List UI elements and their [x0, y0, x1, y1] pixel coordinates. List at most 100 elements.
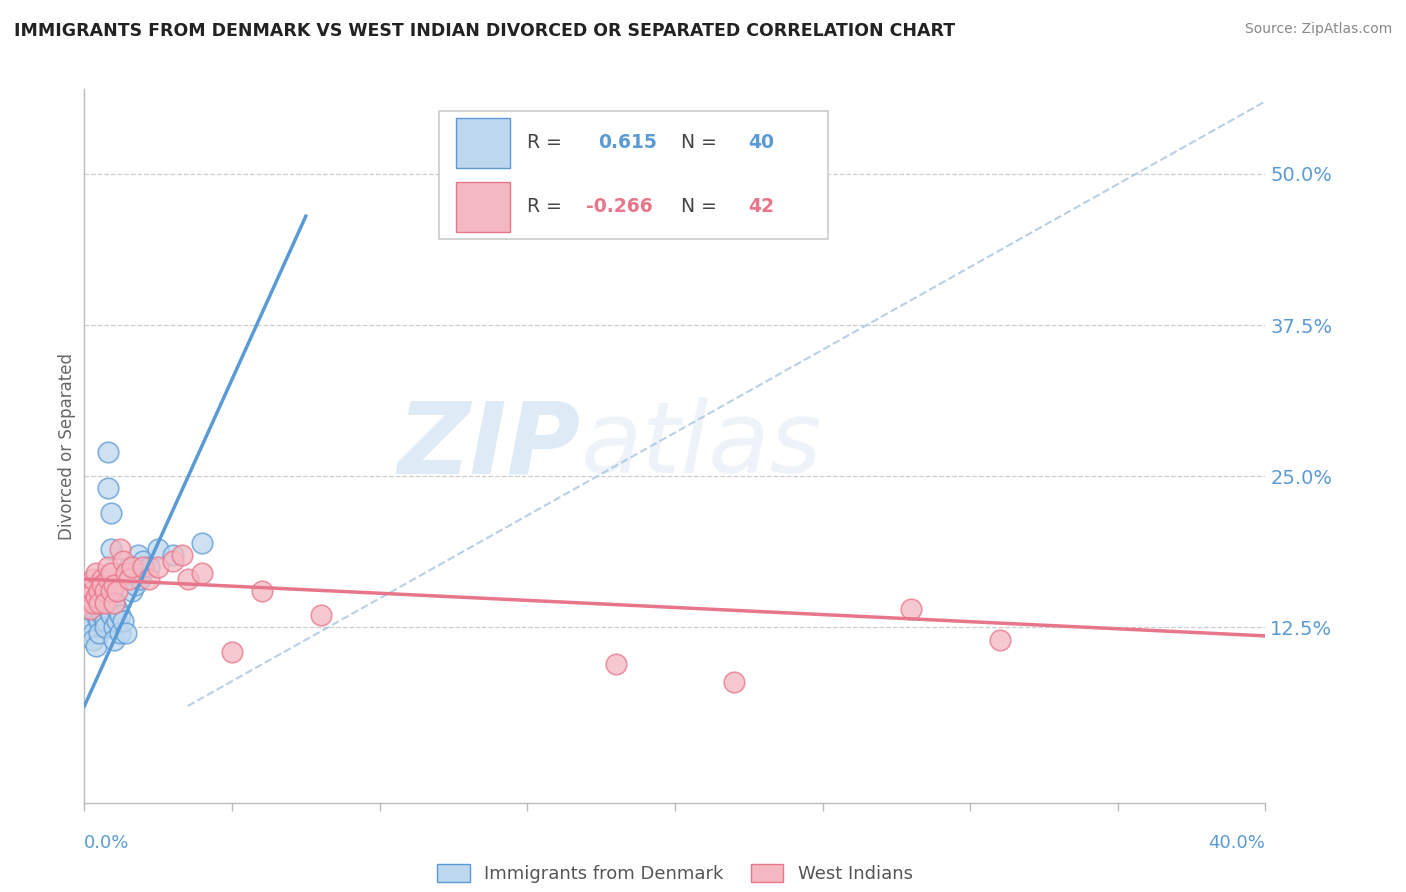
Point — [79, 590, 101, 604]
Point — [108, 608, 131, 623]
Point — [121, 584, 143, 599]
Point — [97, 445, 120, 459]
Point — [177, 572, 200, 586]
Point — [76, 584, 98, 599]
Point — [87, 584, 111, 599]
Point — [723, 674, 745, 689]
Text: 40: 40 — [748, 133, 775, 153]
Point — [103, 596, 125, 610]
Point — [84, 566, 107, 580]
Point — [108, 541, 131, 556]
Point — [87, 596, 111, 610]
Point — [114, 566, 136, 580]
Point — [76, 596, 98, 610]
Point — [132, 560, 155, 574]
Point — [82, 596, 104, 610]
Point — [191, 535, 214, 549]
Point — [114, 626, 136, 640]
Point — [138, 560, 160, 574]
Point — [121, 560, 143, 574]
Text: Source: ZipAtlas.com: Source: ZipAtlas.com — [1244, 22, 1392, 37]
Text: N =: N = — [681, 197, 723, 217]
Point — [79, 602, 101, 616]
Text: 40.0%: 40.0% — [1209, 834, 1265, 852]
Point — [97, 481, 120, 495]
Y-axis label: Divorced or Separated: Divorced or Separated — [58, 352, 76, 540]
Point — [108, 626, 131, 640]
Point — [162, 548, 184, 562]
Point — [103, 620, 125, 634]
Text: ZIP: ZIP — [398, 398, 581, 494]
Point — [250, 584, 273, 599]
Point — [100, 584, 122, 599]
Point — [82, 632, 104, 647]
Point — [100, 541, 122, 556]
Point — [79, 620, 101, 634]
Point — [82, 584, 104, 599]
Text: 0.0%: 0.0% — [84, 834, 129, 852]
Point — [84, 608, 107, 623]
Point — [118, 560, 141, 574]
Point — [82, 626, 104, 640]
Point — [138, 572, 160, 586]
Point — [84, 639, 107, 653]
Point — [191, 566, 214, 580]
Point — [97, 602, 120, 616]
Point — [91, 578, 114, 592]
Point — [105, 615, 128, 629]
Text: -0.266: -0.266 — [586, 197, 652, 217]
Point — [97, 572, 120, 586]
FancyBboxPatch shape — [439, 111, 828, 239]
Point — [79, 578, 101, 592]
Point — [170, 548, 193, 562]
Point — [103, 632, 125, 647]
Point — [124, 578, 146, 592]
Point — [97, 560, 120, 574]
Point — [87, 626, 111, 640]
Point — [76, 615, 98, 629]
Point — [84, 590, 107, 604]
Point — [105, 602, 128, 616]
Point — [221, 645, 243, 659]
Point — [91, 572, 114, 586]
Point — [127, 548, 149, 562]
Point — [91, 608, 114, 623]
FancyBboxPatch shape — [457, 118, 509, 168]
Text: N =: N = — [681, 133, 723, 153]
Point — [103, 596, 125, 610]
Point — [900, 602, 922, 616]
Point — [162, 554, 184, 568]
Point — [105, 584, 128, 599]
Point — [94, 584, 117, 599]
Text: IMMIGRANTS FROM DENMARK VS WEST INDIAN DIVORCED OR SEPARATED CORRELATION CHART: IMMIGRANTS FROM DENMARK VS WEST INDIAN D… — [14, 22, 955, 40]
Point — [111, 554, 134, 568]
Point — [129, 572, 152, 586]
Point — [148, 541, 170, 556]
Point — [91, 596, 114, 610]
Point — [132, 554, 155, 568]
Point — [82, 572, 104, 586]
Text: 42: 42 — [748, 197, 775, 217]
Text: R =: R = — [527, 197, 568, 217]
Point — [309, 608, 332, 623]
Point — [988, 632, 1011, 647]
Point — [87, 584, 111, 599]
Point — [79, 596, 101, 610]
Point — [100, 608, 122, 623]
Legend: Immigrants from Denmark, West Indians: Immigrants from Denmark, West Indians — [430, 856, 920, 890]
Point — [103, 578, 125, 592]
Point — [100, 506, 122, 520]
Text: 0.615: 0.615 — [598, 133, 657, 153]
Point — [94, 615, 117, 629]
Point — [87, 615, 111, 629]
Text: R =: R = — [527, 133, 568, 153]
Point — [100, 566, 122, 580]
Point — [82, 602, 104, 616]
Point — [111, 615, 134, 629]
FancyBboxPatch shape — [457, 182, 509, 232]
Point — [94, 596, 117, 610]
Point — [148, 560, 170, 574]
Point — [94, 620, 117, 634]
Text: atlas: atlas — [581, 398, 823, 494]
Point — [605, 657, 627, 671]
